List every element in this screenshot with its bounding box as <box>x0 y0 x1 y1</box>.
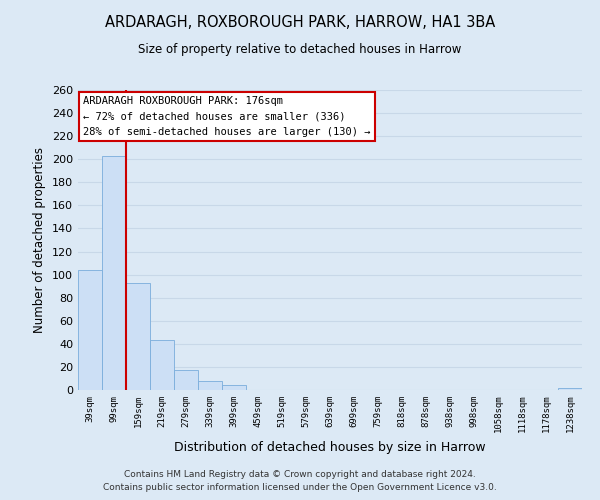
X-axis label: Distribution of detached houses by size in Harrow: Distribution of detached houses by size … <box>174 441 486 454</box>
Text: Contains HM Land Registry data © Crown copyright and database right 2024.
Contai: Contains HM Land Registry data © Crown c… <box>103 470 497 492</box>
Bar <box>558 388 582 390</box>
Text: ARDARAGH ROXBOROUGH PARK: 176sqm
← 72% of detached houses are smaller (336)
28% : ARDARAGH ROXBOROUGH PARK: 176sqm ← 72% o… <box>83 96 371 137</box>
Text: Size of property relative to detached houses in Harrow: Size of property relative to detached ho… <box>139 42 461 56</box>
Bar <box>198 381 222 390</box>
Text: ARDARAGH, ROXBOROUGH PARK, HARROW, HA1 3BA: ARDARAGH, ROXBOROUGH PARK, HARROW, HA1 3… <box>105 15 495 30</box>
Bar <box>102 156 126 390</box>
Y-axis label: Number of detached properties: Number of detached properties <box>34 147 46 333</box>
Bar <box>78 270 102 390</box>
Bar <box>126 282 150 390</box>
Bar <box>222 386 246 390</box>
Bar <box>174 370 198 390</box>
Bar <box>150 340 174 390</box>
